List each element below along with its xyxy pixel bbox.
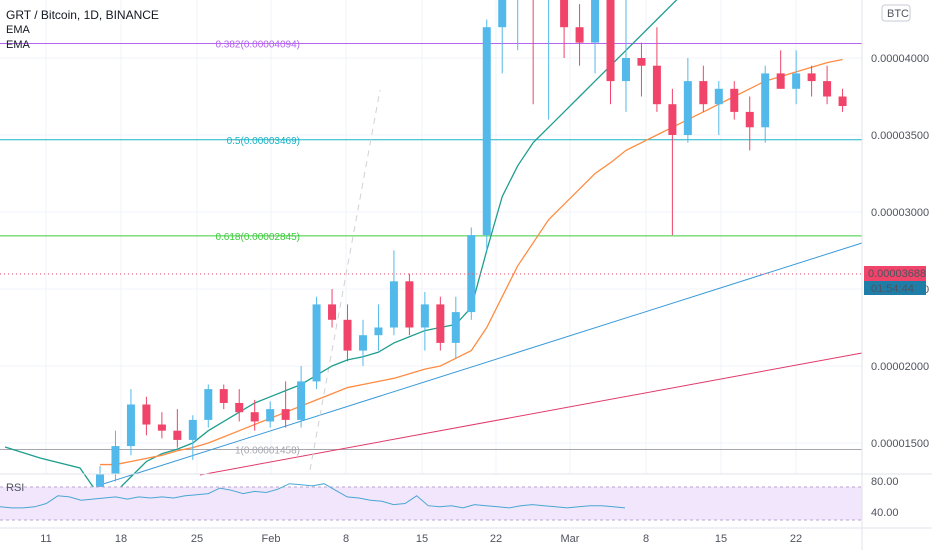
candle-body <box>126 404 135 447</box>
time-tick: 25 <box>191 533 203 545</box>
candle-body <box>374 327 383 336</box>
candle-body <box>621 58 630 82</box>
time-tick: 11 <box>40 533 51 545</box>
candle-body <box>482 27 491 236</box>
rsi-tick-80: 80.00 <box>871 476 899 488</box>
indicator-ema-1[interactable]: EMA <box>6 24 30 36</box>
candle-body <box>235 402 244 413</box>
countdown-box <box>864 281 926 295</box>
candle-body <box>652 65 661 105</box>
candle-body <box>389 281 398 328</box>
candle-body <box>807 73 816 82</box>
time-tick: 8 <box>643 533 649 545</box>
rsi-axis: 80.00 40.00 <box>871 476 899 519</box>
price-tick: 0.00003000 <box>871 207 929 219</box>
candle-body <box>436 304 445 343</box>
candle-body <box>204 389 213 420</box>
time-tick: 8 <box>343 533 349 545</box>
time-tick: 15 <box>715 533 727 545</box>
candle-body <box>575 27 584 43</box>
candle-body <box>188 419 197 440</box>
rsi-line <box>0 483 626 509</box>
candle-body <box>637 58 646 66</box>
time-tick: 22 <box>490 533 502 545</box>
candle-body <box>157 424 166 431</box>
candle-body <box>838 96 847 107</box>
countdown-text: 01:54:44 <box>871 283 914 295</box>
legend: GRT / Bitcoin, 1D, BINANCE EMA EMA <box>6 8 159 53</box>
fib-level-label: 0.5(0.00003469) <box>227 136 300 147</box>
fibonacci-retracement[interactable]: 0(0.00006115)0.236(0.00004866)0.382(0.00… <box>0 0 862 456</box>
candle-body <box>173 430 182 440</box>
fib-level-label: 0.382(0.00004094) <box>215 40 300 51</box>
candle-body <box>328 304 337 320</box>
candle-body <box>498 0 507 28</box>
time-axis[interactable]: 11 18 25 Feb 8 15 22 Mar 8 15 22 <box>40 533 802 545</box>
price-tick: 0.00001500 <box>871 438 929 450</box>
rsi-pane[interactable]: RSI <box>0 482 862 521</box>
candle-body <box>606 0 615 82</box>
candle-body <box>281 409 290 420</box>
time-tick: 18 <box>115 533 127 545</box>
trendline-red[interactable] <box>199 352 863 476</box>
candle-body <box>823 81 832 97</box>
candle-body <box>730 88 739 112</box>
currency-badge[interactable]: BTC <box>881 4 911 22</box>
current-price-box <box>864 266 926 281</box>
candle-body <box>405 281 414 328</box>
time-tick: 22 <box>790 533 802 545</box>
candle-body <box>668 104 677 135</box>
fib-level-label: 0.618(0.00002845) <box>215 232 300 243</box>
candle-body <box>111 446 120 474</box>
fib-level-label: 1(0.00001458) <box>235 445 300 456</box>
rsi-band <box>0 487 862 520</box>
candle-body <box>312 304 321 382</box>
price-tick: 0.00004000 <box>871 53 929 65</box>
candle-body <box>297 381 306 420</box>
candle-body <box>142 404 151 425</box>
candle-body <box>591 0 600 43</box>
grid <box>0 0 862 474</box>
current-price-marker: 0.00003688 01:54:44 <box>864 266 926 295</box>
candle-body <box>250 412 259 422</box>
candle-body <box>699 81 708 105</box>
candle-body <box>714 88 723 105</box>
candle-body <box>219 389 228 403</box>
candle-body <box>792 73 801 89</box>
price-axis[interactable]: 0.000070000.000065000.000060000.00005500… <box>871 0 929 450</box>
time-tick: Feb <box>262 533 281 545</box>
rsi-label: RSI <box>6 482 24 494</box>
candle-body <box>266 409 275 422</box>
candle-body <box>451 312 460 343</box>
price-tick: 0.00002000 <box>871 361 929 373</box>
currency-badge-text: BTC <box>887 8 909 20</box>
ema-fast-line <box>4 0 678 498</box>
candle-body <box>683 81 692 135</box>
candle-body <box>745 111 754 128</box>
symbol-title[interactable]: GRT / Bitcoin, 1D, BINANCE <box>6 8 159 22</box>
currency-badge-box[interactable] <box>881 4 911 22</box>
price-tick: 0.00003500 <box>871 130 929 142</box>
candle-body <box>776 73 785 89</box>
candle-body <box>560 0 569 28</box>
candle-body <box>358 335 367 351</box>
candle-body <box>420 304 429 328</box>
trendline-dashed[interactable] <box>309 89 381 471</box>
candle-body <box>343 319 352 351</box>
candle-body <box>761 73 770 128</box>
indicator-ema-2[interactable]: EMA <box>6 39 30 51</box>
candles <box>96 0 847 502</box>
time-tick: Mar <box>561 533 580 545</box>
rsi-tick-40: 40.00 <box>871 507 899 519</box>
trendline-blue[interactable] <box>99 242 863 486</box>
current-price-text: 0.00003688 <box>868 268 926 280</box>
candle-body <box>96 473 104 497</box>
candle-body <box>467 235 476 313</box>
time-tick: 15 <box>416 533 428 545</box>
trendlines[interactable] <box>99 89 863 486</box>
